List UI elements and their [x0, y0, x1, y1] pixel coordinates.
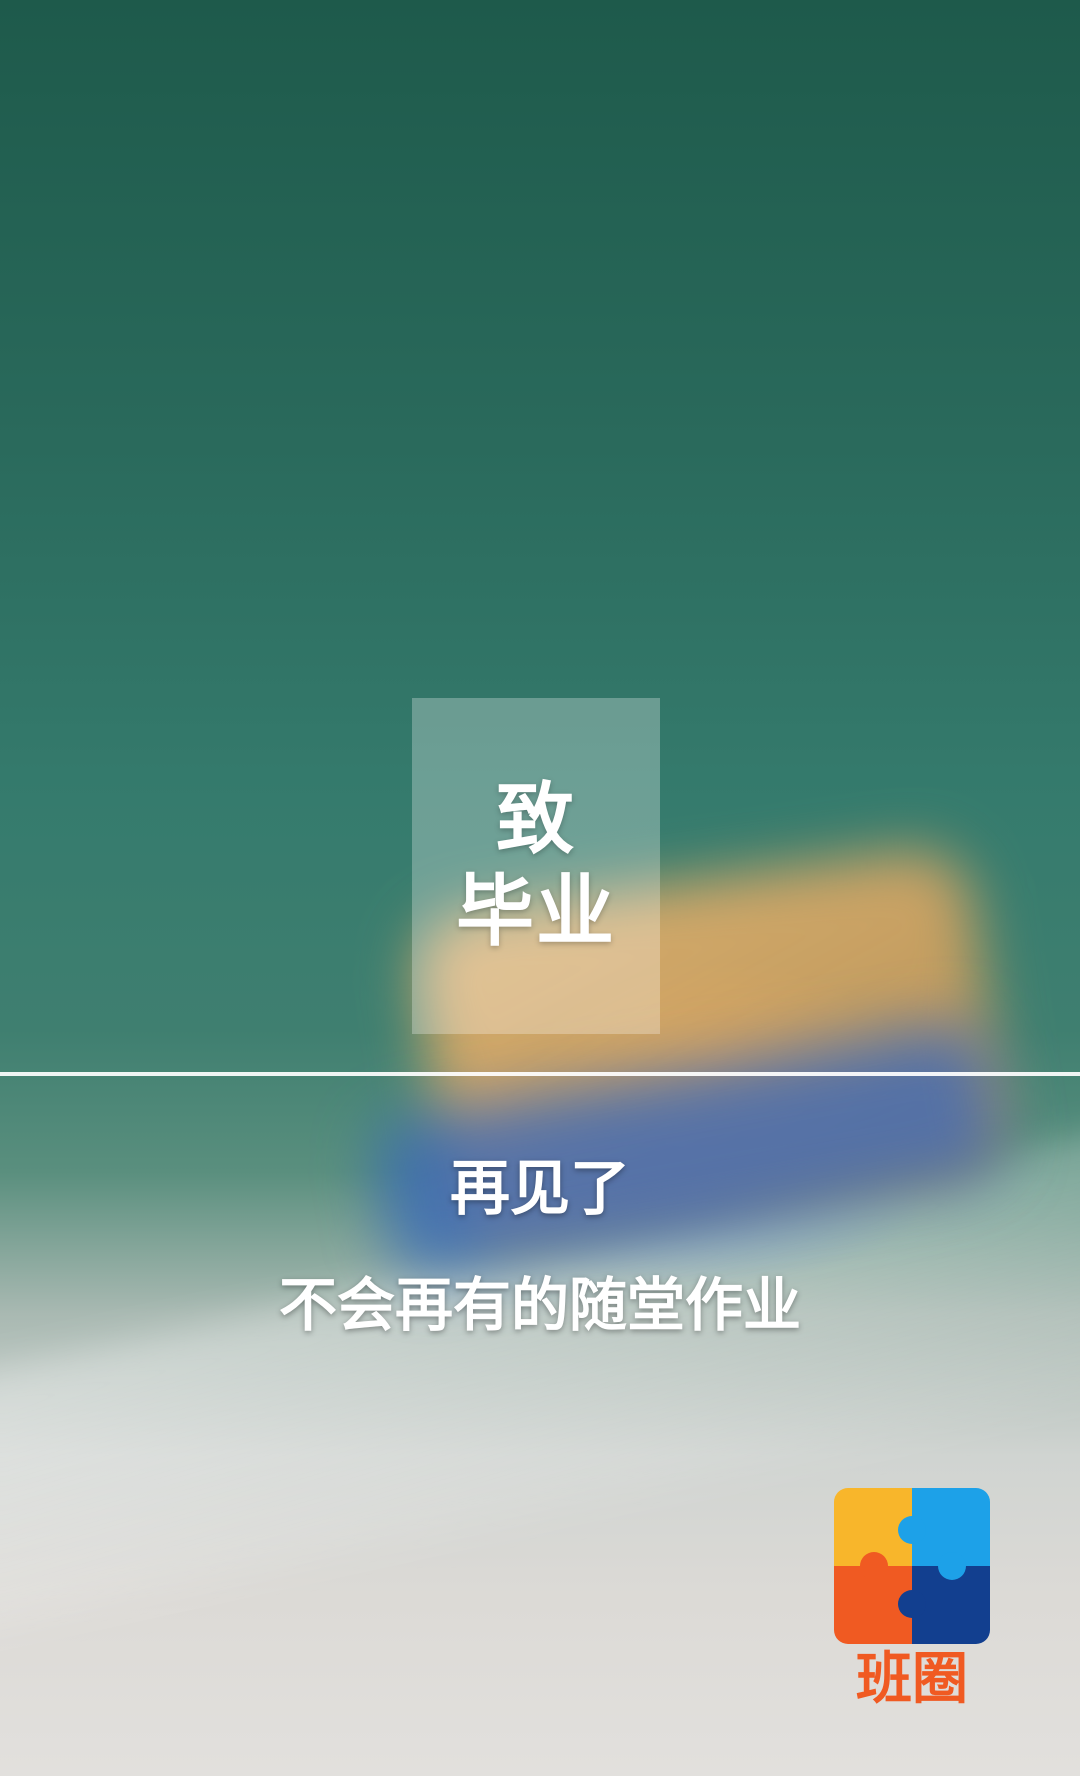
title-line-1: 致: [495, 775, 576, 865]
message-line-2: 不会再有的随堂作业: [278, 1271, 801, 1339]
app-logo: 班圈: [834, 1488, 990, 1714]
divider-line: [0, 1072, 1080, 1076]
title-line-2: 毕业: [455, 867, 616, 957]
puzzle-icon: [834, 1488, 990, 1644]
message-line-1: 再见了: [450, 1154, 630, 1224]
logo-text: 班圈: [856, 1647, 968, 1712]
title-box: 致 毕业: [412, 698, 660, 1034]
